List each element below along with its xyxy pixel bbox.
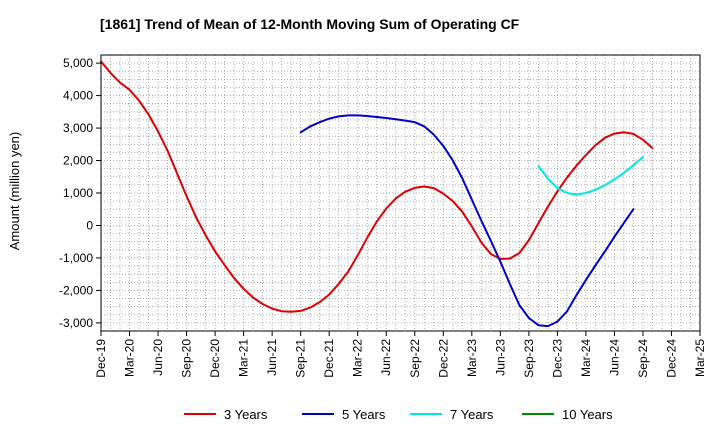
x-tick-label: Jun-21 xyxy=(265,339,279,376)
y-tick-label: 3,000 xyxy=(63,121,93,135)
series-layer xyxy=(100,60,654,328)
x-tick-label: Jun-24 xyxy=(607,339,621,376)
y-tick-label: -2,000 xyxy=(59,283,93,297)
series-line-5-years xyxy=(299,114,635,328)
series-line-7-years xyxy=(537,156,644,196)
y-axis-label: Amount (million yen) xyxy=(7,132,22,251)
y-axis-ticks: 5,000 4,000 3,000 2,000 1,000 0 -1,000 -2,000 -3… xyxy=(59,56,101,330)
plot-area xyxy=(101,55,700,331)
x-tick-label: Dec-21 xyxy=(322,339,336,378)
x-tick-label: Mar-25 xyxy=(693,339,707,377)
grid xyxy=(101,54,700,332)
legend: 3 Years 5 Years 7 Years 10 Years xyxy=(184,407,613,422)
series-line-3-years xyxy=(100,60,654,313)
y-tick-label: 2,000 xyxy=(63,154,93,168)
x-tick-label: Jun-23 xyxy=(493,339,507,376)
x-tick-label: Sep-23 xyxy=(522,339,536,378)
y-tick-label: 0 xyxy=(86,218,93,232)
y-tick-label: -1,000 xyxy=(59,251,93,265)
legend-label-7-years: 7 Years xyxy=(450,407,494,422)
x-tick-label: Sep-21 xyxy=(294,339,308,378)
x-tick-label: Jun-22 xyxy=(379,339,393,376)
legend-label-5-years: 5 Years xyxy=(342,407,386,422)
x-tick-label: Mar-21 xyxy=(237,339,251,377)
x-axis-ticks: Dec-19 Mar-20 Jun-20 Sep-20 Dec-20 Mar-21 Jun-… xyxy=(94,331,707,378)
x-tick-label: Dec-20 xyxy=(208,339,222,378)
y-tick-label: 4,000 xyxy=(63,89,93,103)
x-tick-label: Mar-24 xyxy=(579,339,593,377)
y-tick-label: 1,000 xyxy=(63,186,93,200)
legend-label-10-years: 10 Years xyxy=(562,407,613,422)
x-tick-label: Dec-22 xyxy=(436,339,450,378)
y-tick-label: 5,000 xyxy=(63,56,93,70)
x-tick-label: Sep-20 xyxy=(180,339,194,378)
x-tick-label: Dec-23 xyxy=(550,339,564,378)
x-tick-label: Mar-20 xyxy=(123,339,137,377)
y-tick-label: -3,000 xyxy=(59,316,93,330)
x-tick-label: Sep-22 xyxy=(408,339,422,378)
x-tick-label: Mar-22 xyxy=(351,339,365,377)
x-tick-label: Dec-19 xyxy=(94,339,108,378)
chart-title: [1861] Trend of Mean of 12-Month Moving … xyxy=(100,16,520,32)
x-tick-label: Dec-24 xyxy=(664,339,678,378)
x-tick-label: Sep-24 xyxy=(636,339,650,378)
x-tick-label: Mar-23 xyxy=(465,339,479,377)
x-tick-label: Jun-20 xyxy=(151,339,165,376)
legend-label-3-years: 3 Years xyxy=(224,407,268,422)
